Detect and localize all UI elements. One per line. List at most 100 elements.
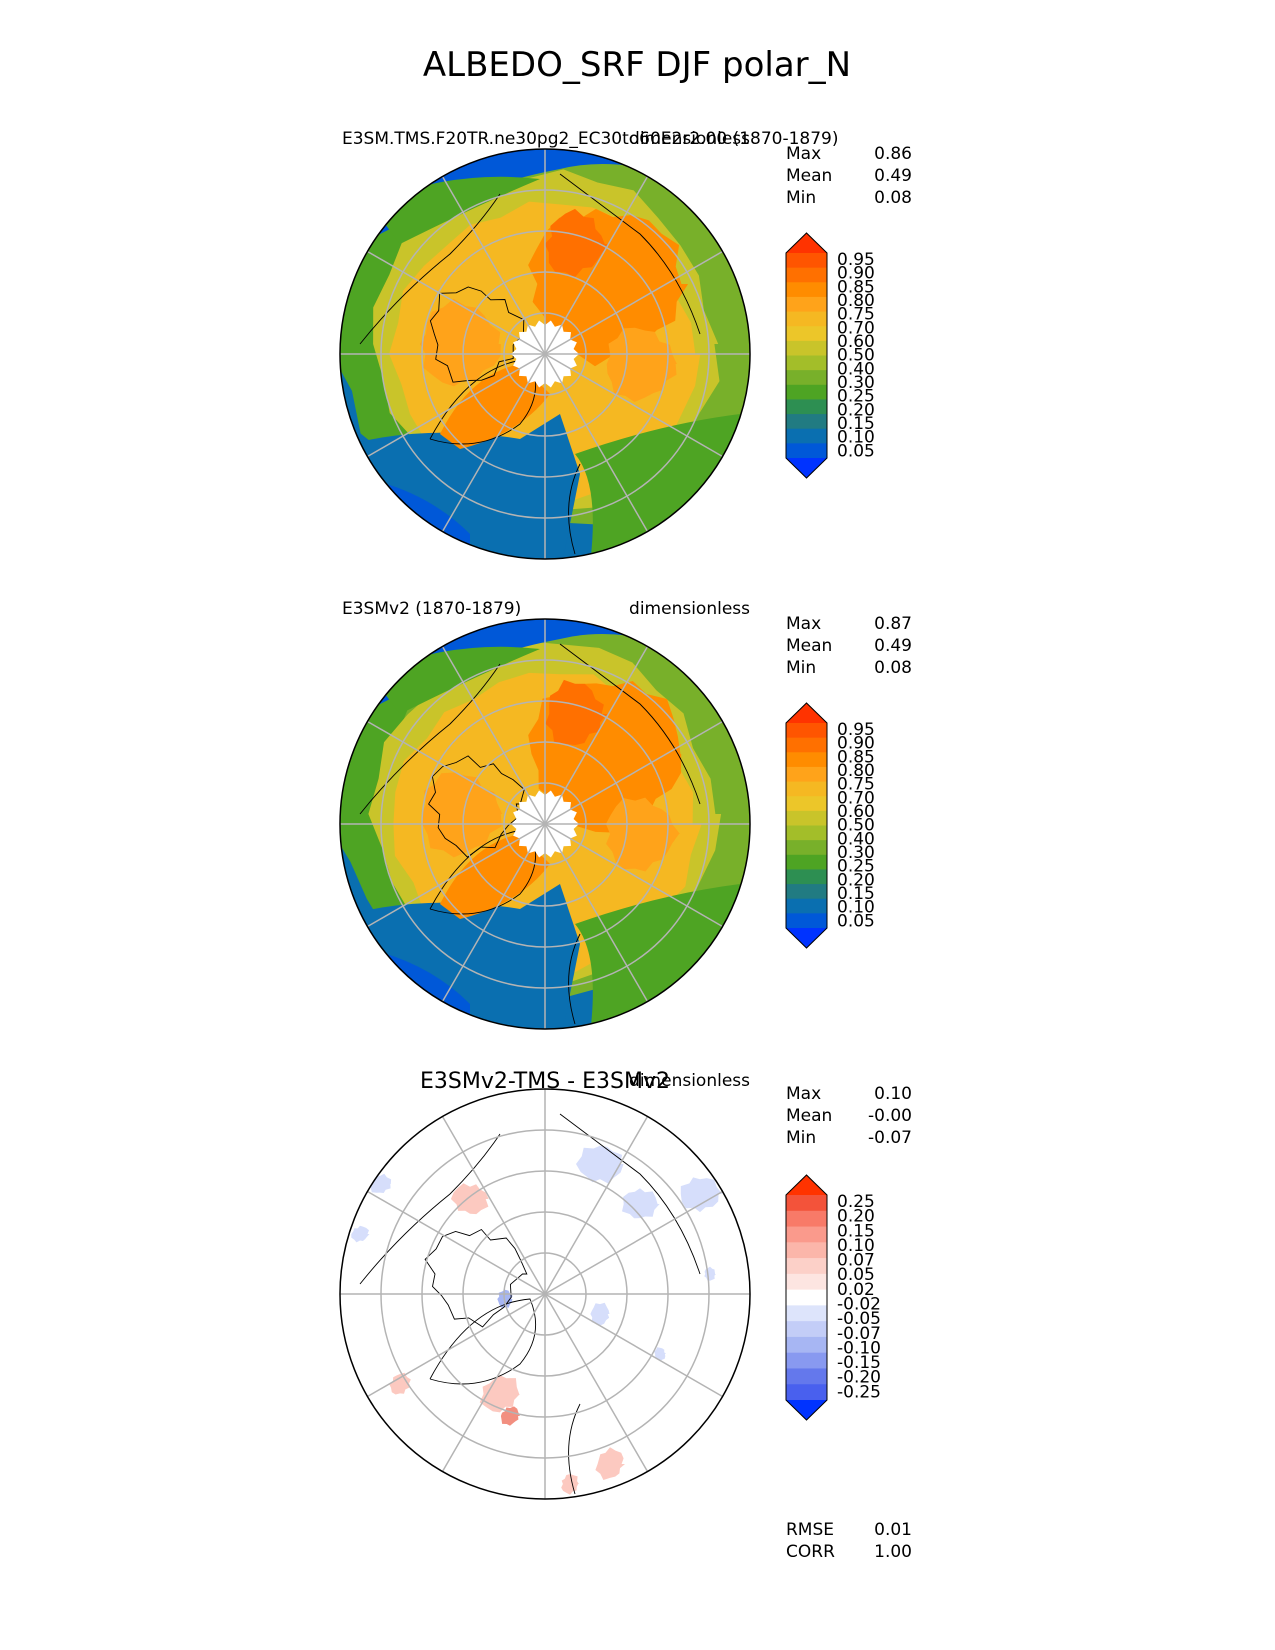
meridian-line	[367, 1190, 723, 1398]
stat-value: -0.00	[868, 1106, 912, 1126]
colorbar-segment	[786, 1289, 827, 1306]
map-panel-1: E3SM.TMS.F20TR.ne30pg2_EC30to60E2r2.00 (…	[339, 129, 912, 560]
colorbar-tick-label: 0.70	[837, 318, 875, 338]
bottom-stat-label: CORR	[786, 1542, 835, 1562]
eurasia-coastline	[559, 1113, 701, 1275]
map-left-title: E3SM.TMS.F20TR.ne30pg2_EC30to60E2r2.00 (…	[342, 129, 839, 149]
colorbar-tick-label: 0.75	[837, 775, 875, 795]
colorbar-segment	[786, 840, 827, 856]
difference-patch	[351, 1225, 370, 1243]
colorbar-tick-label: 0.30	[837, 373, 875, 393]
map-boundary	[339, 618, 751, 1030]
colorbar-segment	[786, 752, 827, 768]
colorbar-tick-label: 0.10	[837, 898, 875, 918]
colorbar-tick-label: 0.20	[837, 870, 875, 890]
colorbar-tick-label: -0.05	[837, 1309, 881, 1329]
colorbar-segment	[786, 1273, 827, 1291]
colorbar-tick-label: 0.02	[837, 1280, 875, 1300]
greenland-high-albedo	[440, 834, 550, 919]
difference-patch	[622, 1188, 660, 1219]
map-boundary	[339, 148, 751, 560]
colorbar-tick-label: 0.25	[837, 387, 875, 407]
scandinavia-coastline	[568, 1403, 581, 1495]
colorbar-tick-label: -0.10	[837, 1338, 881, 1358]
map-center-title: E3SMv2-TMS - E3SMv2	[420, 1069, 670, 1094]
difference-patch	[680, 1177, 723, 1213]
colorbar-tick-label: 0.90	[837, 734, 875, 754]
coastlines	[359, 1113, 701, 1495]
colorbar-segment	[786, 311, 827, 327]
stat-value: 0.49	[874, 166, 912, 186]
colorbar-extend-bottom	[786, 1400, 827, 1420]
colorbar-segment	[786, 340, 827, 356]
colorbar-tick-label: -0.15	[837, 1353, 881, 1373]
stat-value: -0.07	[868, 1128, 912, 1148]
colorbar-segment	[786, 253, 827, 269]
colorbar-segment	[786, 443, 827, 459]
colorbar-tick-label: 0.75	[837, 305, 875, 325]
colorbar-segment	[786, 1242, 827, 1259]
difference-patch	[389, 1372, 411, 1395]
colorbar-segment	[786, 869, 827, 885]
stat-label: Mean	[786, 166, 832, 186]
colorbar-segment	[786, 1258, 827, 1275]
colorbar-tick-label: 0.07	[837, 1251, 875, 1271]
stat-value: 0.49	[874, 636, 912, 656]
colorbar-tick-label: 0.60	[837, 802, 875, 822]
colorbar-tick-label: 0.10	[837, 1236, 875, 1256]
stat-label: Min	[786, 188, 816, 208]
colorbar-tick-label: 0.10	[837, 428, 875, 448]
colorbar: 0.250.200.150.100.070.050.02-0.02-0.05-0…	[785, 1174, 881, 1421]
colorbar-segment	[786, 1305, 827, 1322]
map-field	[340, 149, 750, 559]
colorbar-segment	[786, 1368, 827, 1385]
colorbar-tick-label: 0.50	[837, 816, 875, 836]
map-field	[340, 619, 750, 1029]
colorbar-segment	[786, 1321, 827, 1338]
bottom-stat-value: 0.01	[874, 1520, 912, 1540]
coastlines	[359, 643, 701, 1025]
bottom-stat-value: 1.00	[874, 1542, 912, 1562]
colorbar-segment	[786, 326, 827, 342]
map-field	[340, 1089, 750, 1499]
archipelago-coastline	[429, 286, 525, 383]
greenland-coastline	[429, 828, 537, 915]
north-america-coastline	[359, 663, 501, 815]
map-boundary	[339, 1088, 751, 1500]
colorbar-extend-top	[786, 1175, 827, 1195]
colorbar-segment	[786, 355, 827, 371]
archipelago-coastline	[428, 755, 525, 858]
stat-label: Min	[786, 1128, 816, 1148]
colorbar-segment	[786, 766, 827, 783]
colorbar-extend-top	[786, 703, 827, 723]
difference-patch	[561, 1474, 579, 1495]
meridian-line	[367, 250, 723, 458]
colorbar-segment	[786, 810, 827, 826]
colorbar-tick-label: 0.95	[837, 250, 875, 270]
stat-value: 0.08	[874, 188, 912, 208]
eurasia-coastline	[559, 173, 701, 335]
graticule	[340, 149, 750, 559]
stat-value: 0.87	[874, 614, 912, 634]
colorbar-tick-label: 0.80	[837, 761, 875, 781]
colorbar-tick-label: -0.02	[837, 1295, 881, 1315]
colorbar-tick-label: -0.20	[837, 1368, 881, 1388]
colorbar-segment	[786, 384, 827, 400]
colorbar-tick-label: 0.70	[837, 788, 875, 808]
map-units-label: dimensionless	[629, 129, 750, 149]
colorbar-tick-label: 0.40	[837, 359, 875, 379]
difference-patch	[450, 1183, 489, 1215]
colorbar-tick-label: 0.15	[837, 1221, 875, 1241]
colorbar-tick-label: -0.07	[837, 1324, 881, 1344]
stat-label: Mean	[786, 636, 832, 656]
colorbar-tick-label: 0.60	[837, 332, 875, 352]
high-albedo-core	[544, 208, 610, 278]
colorbar-segment	[786, 825, 827, 841]
stat-value: 0.08	[874, 658, 912, 678]
archipelago-high-albedo	[420, 298, 501, 387]
north-america-coastline	[359, 1133, 501, 1285]
colorbar-segment	[786, 1384, 827, 1401]
scandinavia-coastline	[568, 933, 581, 1025]
colorbar-tick-label: 0.25	[837, 857, 875, 877]
